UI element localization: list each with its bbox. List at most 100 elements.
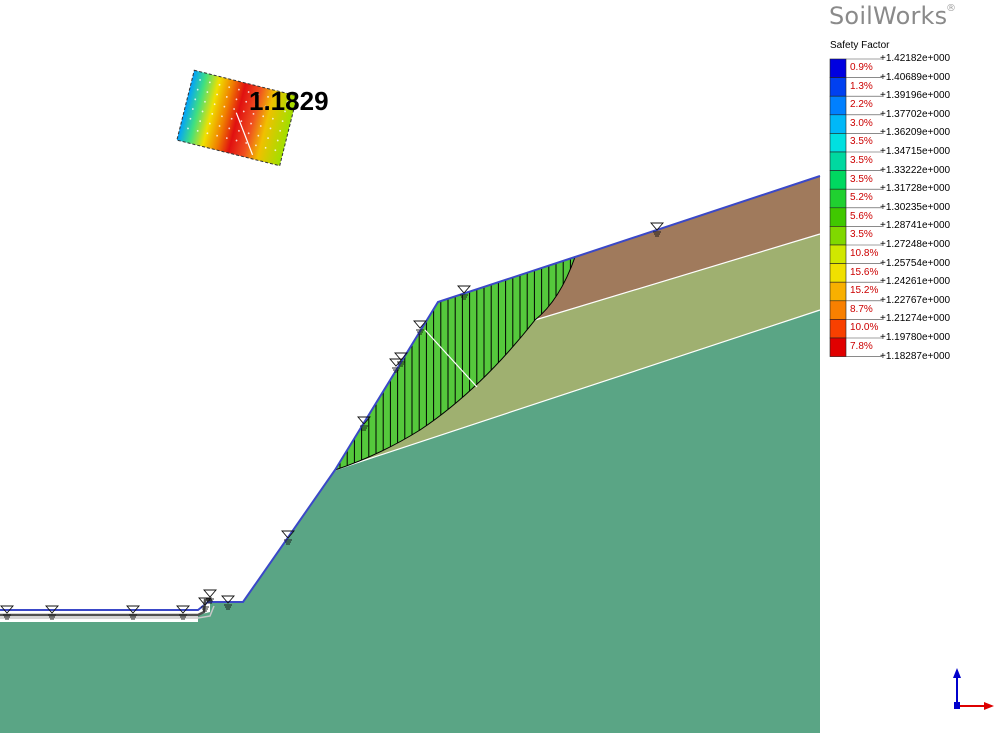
grid-point (247, 91, 250, 93)
grid-point (216, 93, 218, 96)
legend-swatch (829, 133, 847, 153)
grid-point (206, 132, 209, 135)
grid-point (196, 88, 199, 91)
legend-swatch (829, 300, 847, 320)
grid-point (242, 110, 245, 113)
water-level-marker (413, 320, 427, 335)
grid-center-points (187, 79, 289, 152)
legend-value: +1.28741e+000 (880, 220, 951, 232)
grid-point (191, 108, 194, 110)
legend-value: +1.18287e+000 (880, 350, 951, 362)
water-level-marker (198, 597, 212, 612)
water-level-marker (45, 605, 59, 620)
grid-point (201, 110, 204, 113)
water-level-marker (221, 595, 235, 610)
grid-point (221, 115, 223, 118)
grid-point (245, 142, 248, 144)
grid-point (225, 96, 228, 98)
grid-point (233, 108, 235, 110)
grid-point (262, 115, 265, 118)
legend-value: +1.33222e+000 (880, 164, 951, 176)
grid-point (199, 79, 202, 81)
safety-factor-center-grid[interactable] (176, 69, 298, 167)
grid-point (245, 100, 248, 103)
grid-point (211, 112, 214, 115)
water-level-marker (394, 352, 408, 367)
legend-color-bar (829, 58, 882, 357)
legend-percent: 0.9% (850, 62, 873, 73)
grid-point (274, 149, 277, 152)
layer-boundary-upper (534, 233, 821, 321)
grid-critical-line (235, 112, 254, 156)
legend-swatch (829, 281, 847, 302)
grid-point (279, 129, 282, 132)
grid-point (204, 100, 206, 103)
legend-value: +1.19780e+000 (880, 332, 951, 343)
legend-percent: 3.5% (850, 155, 873, 166)
grid-point (206, 91, 209, 93)
water-level-marker (357, 416, 371, 431)
legend-percent: 2.2% (850, 99, 873, 111)
brand-logo: SoilWorks (829, 2, 948, 30)
water-level-marker (281, 530, 295, 545)
grid-point (218, 83, 221, 86)
legend-percent: 8.7% (850, 303, 873, 315)
brand-registered-mark: ® (946, 3, 956, 14)
grid-point (247, 132, 250, 135)
grid-point (276, 98, 279, 101)
legend-percent: 5.2% (850, 192, 873, 204)
legend-swatch (829, 337, 847, 357)
legend-value: +1.34715e+000 (880, 146, 951, 157)
legend-value: +1.21274e+000 (880, 313, 951, 325)
legend-percent: 15.2% (850, 285, 879, 297)
legend-value: +1.39196e+000 (880, 90, 951, 102)
ground-surface-line (0, 175, 821, 611)
water-level-marker (389, 358, 403, 373)
grid-point (238, 129, 240, 132)
grid-point (257, 134, 260, 137)
grid-point (196, 129, 199, 132)
slip-radius-line (424, 329, 478, 388)
grid-point (208, 122, 211, 125)
legend-value: +1.31728e+000 (880, 183, 951, 195)
legend-title: Safety Factor (830, 40, 890, 51)
legend-percent: 3.5% (850, 173, 873, 185)
legend-percent: 1.3% (850, 80, 873, 92)
grid-point (264, 105, 267, 108)
legend-swatch (829, 170, 847, 190)
water-table-line (0, 598, 212, 617)
legend-percent: 3.5% (850, 136, 873, 148)
legend-swatch (829, 77, 847, 97)
water-level-marker (0, 605, 14, 620)
grid-point (223, 105, 226, 108)
grid-point (238, 88, 240, 91)
soil-layer-middle (335, 234, 820, 470)
grid-point (267, 95, 269, 98)
grid-point (271, 117, 274, 120)
grid-point (228, 127, 231, 130)
legend-swatch (829, 95, 847, 116)
grid-point (264, 146, 267, 149)
grid-point (228, 86, 231, 89)
grid-point (255, 144, 257, 147)
grid-point (281, 120, 284, 123)
grid-point (240, 120, 243, 123)
grid-point (208, 81, 211, 84)
legend-value: +1.30235e+000 (880, 201, 951, 213)
soil-layer-bottom (0, 310, 820, 733)
legend-swatch (829, 263, 847, 283)
soil-layer-top (535, 176, 820, 320)
grid-point (250, 122, 252, 125)
legend-value: +1.36209e+000 (880, 127, 951, 139)
legend-swatch (829, 151, 847, 171)
legend-value: +1.22767e+000 (880, 294, 951, 306)
grid-point (252, 112, 255, 115)
grid-point (284, 110, 286, 113)
legend-swatch (829, 188, 847, 209)
grid-point (230, 117, 233, 120)
water-level-marker (176, 605, 190, 620)
legend-value: +1.42182e+000 (880, 53, 951, 64)
grid-point (199, 120, 202, 123)
